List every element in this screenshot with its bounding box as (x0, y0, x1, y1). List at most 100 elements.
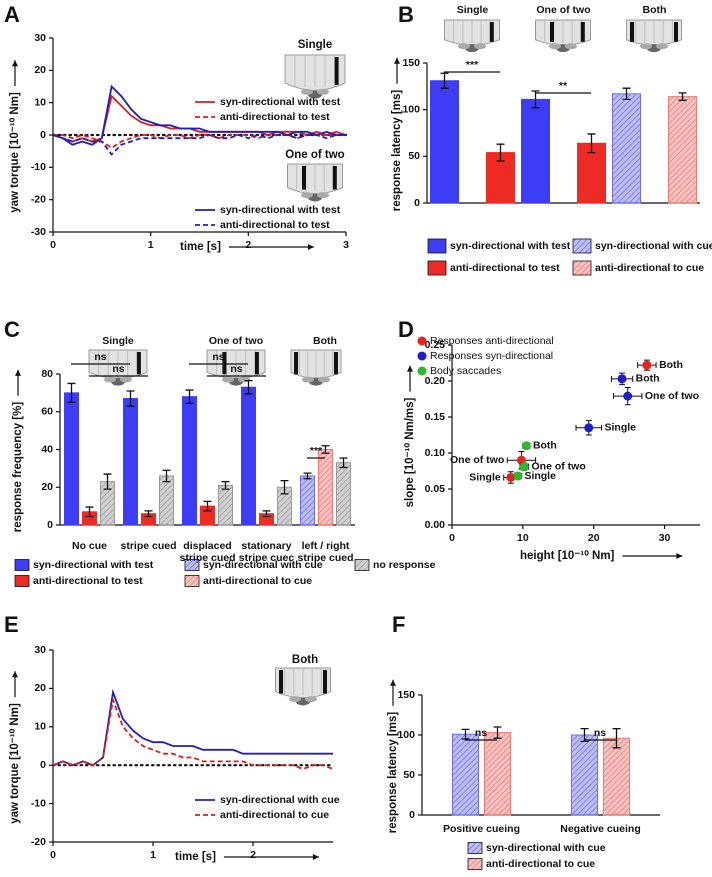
fly-wing (640, 43, 652, 50)
arrow-head (12, 60, 18, 67)
y-tick-label: 0 (40, 129, 46, 141)
y-tick-label: 80 (41, 368, 53, 380)
y-tick-label: 30 (34, 32, 46, 44)
bar (218, 484, 233, 526)
arena-icon (444, 19, 500, 53)
error-bar (185, 389, 194, 404)
y-tick-label: 150 (397, 689, 415, 701)
point (623, 391, 633, 401)
error-bar (203, 500, 212, 512)
error-bar (144, 510, 153, 518)
point-label: One of two (532, 460, 586, 472)
y-tick-label: 30 (34, 644, 46, 656)
fly-wing (565, 43, 577, 50)
category-label: stripe cued (120, 540, 176, 552)
group-label: Single (102, 335, 134, 347)
legend-swatch (427, 238, 447, 254)
legend-label: Body saccades (430, 365, 501, 377)
significance-label: *** (466, 59, 479, 71)
x-tick-label: 2 (245, 239, 251, 251)
arena-stripe (332, 166, 337, 190)
fly-wing (301, 88, 313, 95)
legend-label: anti-directional to cue (203, 575, 312, 587)
condition-label: One of two (285, 149, 344, 161)
text-line: stripe cued (297, 552, 353, 564)
error-bar (580, 727, 589, 743)
y-axis-label: yaw torque [10⁻¹⁰ Nm] (8, 703, 21, 824)
arena-stripe (580, 22, 585, 42)
y-tick-label: 0 (414, 197, 420, 209)
y-tick-label: 40 (41, 443, 53, 455)
y-tick-label: -20 (31, 836, 46, 848)
group-label: One of two (209, 335, 263, 347)
arrow-head (407, 365, 413, 372)
panel-letter: D (398, 317, 414, 342)
legend-label: anti-directional to cue (595, 262, 704, 274)
error-bar (126, 390, 135, 407)
arena-icon (290, 349, 342, 386)
y-tick-label: 10 (34, 721, 46, 733)
fly-wing (302, 376, 314, 383)
legend-label: anti-directional to test (450, 262, 560, 274)
category-label: Both (643, 4, 667, 16)
error-bar (678, 92, 687, 101)
panel-letter: C (4, 317, 20, 342)
fly-wing (656, 43, 668, 50)
legend-label: syn-directional with test (450, 240, 571, 252)
bar (64, 392, 79, 526)
fly-wing (305, 696, 317, 703)
error-bar (262, 510, 271, 518)
x-tick-label: 10 (517, 532, 529, 544)
legend-swatch (184, 575, 200, 587)
x-tick-label: 3 (343, 239, 349, 251)
legend-swatch (417, 351, 427, 361)
legend-label: syn-directional with test (33, 559, 154, 571)
y-axis-label: slope [10⁻¹⁰ Nm/ms] (403, 397, 416, 507)
condition-label: Both (292, 654, 318, 666)
x-tick-label: 1 (150, 849, 156, 861)
x-tick-label: 2 (250, 849, 256, 861)
arena-stripe (334, 57, 339, 85)
y-tick-label: -30 (31, 226, 46, 238)
error-bar (67, 382, 76, 403)
error-bar (103, 473, 112, 490)
point-label: Single (524, 470, 556, 482)
significance-label: ns (94, 351, 106, 363)
bar (300, 475, 315, 526)
category-label: No cue (72, 540, 107, 552)
arena-stripe (323, 670, 327, 694)
category-label: One of two (536, 4, 590, 16)
error-bar (493, 726, 502, 739)
arena-stripe (334, 352, 338, 375)
fly-wing (104, 376, 116, 383)
category-label: Negative cueing (560, 823, 641, 835)
bar (182, 396, 197, 526)
y-tick-label: 10 (34, 96, 46, 108)
legend-label: anti-directional to test (220, 219, 330, 231)
fly-wing (301, 192, 313, 199)
bar (452, 733, 479, 816)
legend-label: syn-directional with cue (595, 240, 712, 252)
x-tick-label: 0 (449, 532, 455, 544)
category-label: stationary stripe cuec (239, 540, 295, 564)
y-tick-label: 20 (41, 481, 53, 493)
error-bar (280, 479, 289, 495)
arena-stripe (550, 22, 554, 42)
series-line (52, 84, 346, 146)
y-tick-label: 0 (409, 809, 415, 821)
legend-swatch (572, 238, 592, 254)
x-axis-label: time [s] (180, 241, 221, 253)
arena-icon (275, 667, 331, 706)
arena-stripe (674, 22, 678, 42)
y-tick-label: 0.10 (425, 447, 446, 459)
text-line: stripe cuec (239, 552, 295, 564)
x-tick-label: 1 (148, 239, 154, 251)
legend-label: Responses syn-directional (430, 350, 553, 362)
y-tick-label: -20 (31, 193, 46, 205)
category-label: Single (457, 4, 489, 16)
fly-wing (318, 376, 330, 383)
y-tick-label: 150 (402, 57, 420, 69)
arena-icon (535, 19, 591, 53)
x-axis-label: height [10⁻¹⁰ Nm] (520, 549, 615, 562)
y-tick-label: 60 (41, 406, 53, 418)
